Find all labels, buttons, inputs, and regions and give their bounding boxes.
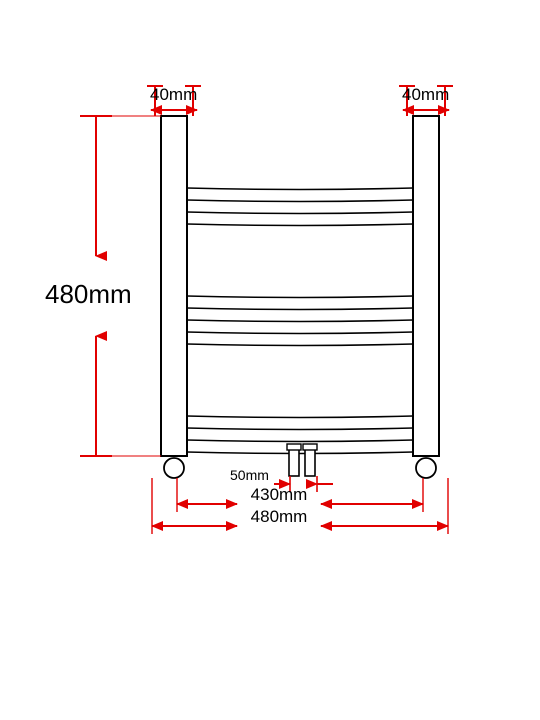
technical-drawing: 40mm 40mm 480mm 50mm 430mm 480mm (0, 0, 540, 720)
rung (187, 188, 413, 190)
right-post (413, 116, 439, 456)
pipe-cap (287, 444, 301, 450)
center-pipe (289, 448, 299, 476)
right-foot (416, 458, 436, 478)
rung (187, 308, 413, 310)
rung (187, 320, 413, 322)
rung (187, 224, 413, 226)
dimension-label: 40mm (150, 85, 197, 104)
pipe-cap (303, 444, 317, 450)
rung (187, 416, 413, 418)
rung (187, 212, 413, 214)
rung (187, 440, 413, 442)
center-pipe (305, 448, 315, 476)
dimension-label: 40mm (402, 85, 449, 104)
rung (187, 200, 413, 202)
left-post (161, 116, 187, 456)
rung (187, 332, 413, 334)
diagram-canvas: 40mm 40mm 480mm 50mm 430mm 480mm (0, 0, 540, 720)
dimension-label: 430mm (251, 485, 308, 504)
object-layer (161, 116, 439, 478)
rung (187, 296, 413, 298)
rung (187, 344, 413, 346)
left-foot (164, 458, 184, 478)
rung (187, 452, 413, 454)
rung (187, 428, 413, 430)
dimension-label: 480mm (45, 279, 132, 309)
dimension-label: 480mm (251, 507, 308, 526)
dimension-label: 50mm (230, 467, 269, 483)
